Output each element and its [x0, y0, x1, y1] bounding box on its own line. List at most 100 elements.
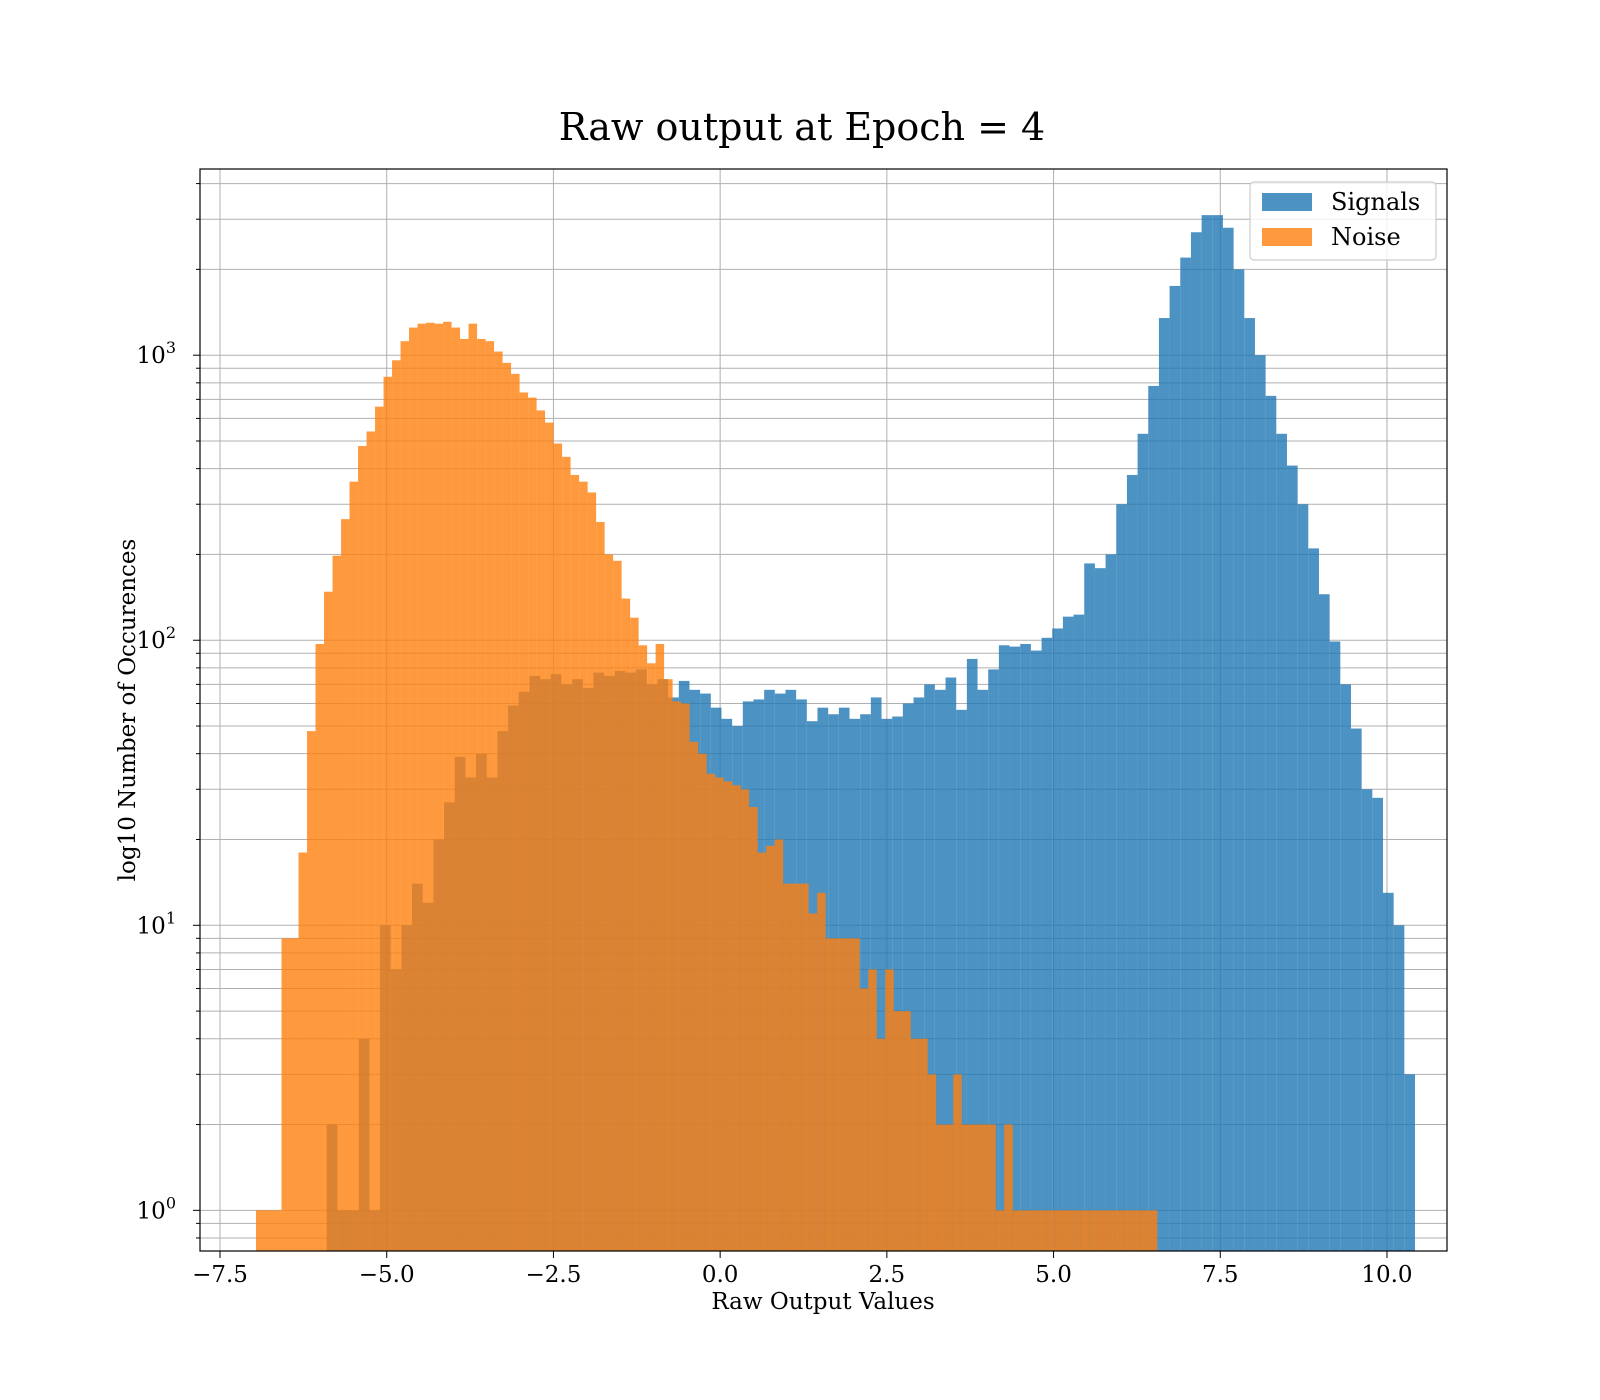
bar-noise — [774, 839, 784, 1251]
bar-noise — [511, 373, 520, 1252]
bar-noise — [1072, 1210, 1081, 1251]
bar-noise — [553, 443, 563, 1251]
bar-noise — [477, 338, 486, 1251]
y-tick-label: 101 — [137, 908, 176, 939]
bar-noise — [392, 360, 401, 1252]
bar-signals — [902, 703, 914, 1251]
bar-signals — [1190, 232, 1202, 1252]
bar-signals — [1340, 684, 1351, 1251]
bar-noise — [366, 431, 376, 1252]
bar-noise — [689, 741, 699, 1251]
bar-noise — [256, 1210, 265, 1251]
bar-noise — [519, 392, 529, 1252]
bar-noise — [800, 883, 809, 1251]
axis-ticks: −7.5 −5.0 −2.5 0.0 2.5 5.0 7.5 10.0 100 101 102 103 — [137, 183, 1413, 1288]
bar-noise — [1012, 1210, 1022, 1251]
bar-noise — [825, 938, 835, 1251]
legend: Signals Noise — [1249, 181, 1437, 261]
bar-signals — [977, 689, 989, 1251]
bar-signals — [1041, 637, 1053, 1251]
x-tick-label: 2.5 — [869, 1262, 906, 1288]
bar-signals — [1318, 594, 1330, 1251]
bar-signals — [1116, 504, 1127, 1251]
bar-noise — [298, 852, 308, 1251]
bar-noise — [927, 1074, 937, 1251]
bar-signals — [924, 684, 935, 1251]
bar-noise — [426, 322, 435, 1252]
bar-noise — [859, 988, 869, 1251]
bar-noise — [817, 892, 826, 1251]
bar-noise — [1131, 1210, 1141, 1251]
bar-noise — [1106, 1210, 1115, 1251]
bar-noise — [332, 555, 342, 1251]
x-tick-label: −5.0 — [359, 1262, 415, 1288]
bar-noise — [681, 703, 690, 1251]
y-tick-label: 103 — [137, 338, 176, 369]
bar-signals — [1233, 269, 1245, 1251]
legend-swatch-noise — [1262, 228, 1312, 246]
bar-noise — [766, 845, 775, 1251]
bar-noise — [545, 422, 554, 1252]
bar-noise — [579, 481, 588, 1251]
bar-signals — [1212, 215, 1223, 1252]
y-axis-label: log10 Number of Occurences — [115, 539, 141, 882]
bar-noise — [740, 789, 750, 1251]
bar-noise — [494, 351, 503, 1251]
bar-signals — [1222, 227, 1234, 1251]
bar-noise — [528, 397, 537, 1251]
bar-signals — [1105, 554, 1117, 1251]
x-tick-label: −7.5 — [192, 1262, 248, 1288]
plot-frame — [199, 168, 1448, 1252]
bar-noise — [502, 362, 512, 1251]
bar-noise — [834, 938, 843, 1251]
bar-noise — [885, 969, 894, 1251]
bar-noise — [536, 410, 546, 1252]
bar-noise — [375, 406, 384, 1251]
bar-noise — [732, 785, 741, 1251]
bar-noise — [987, 1124, 996, 1251]
bar-noise — [638, 645, 648, 1251]
x-tick-label: 0.0 — [702, 1262, 739, 1288]
bar-signals — [860, 714, 871, 1251]
bar-noise — [383, 376, 393, 1251]
series-noise — [256, 321, 1158, 1252]
bar-noise — [723, 781, 733, 1251]
bar-signals — [1254, 355, 1266, 1251]
bar-noise — [749, 807, 758, 1251]
bar-noise — [672, 701, 682, 1251]
bar-noise — [995, 1210, 1005, 1251]
bar-noise — [1148, 1210, 1158, 1251]
bar-signals — [945, 677, 957, 1251]
bar-signals — [1148, 385, 1159, 1252]
bar-signals — [892, 716, 903, 1251]
bar-signals — [1286, 465, 1298, 1251]
bar-signals — [1084, 563, 1095, 1251]
bar-noise — [851, 938, 860, 1251]
bar-signals — [1201, 215, 1213, 1252]
bar-noise — [587, 492, 597, 1251]
bar-noise — [358, 446, 367, 1252]
bar-noise — [706, 773, 716, 1251]
bar-noise — [842, 938, 852, 1251]
x-tick-label: 5.0 — [1035, 1262, 1072, 1288]
bar-signals — [913, 697, 925, 1251]
bar-signals — [998, 645, 1010, 1251]
bar-noise — [944, 1124, 954, 1251]
x-tick-label: 10.0 — [1361, 1262, 1412, 1288]
bar-noise — [1004, 1124, 1013, 1251]
bar-noise — [953, 1074, 962, 1251]
bar-signals — [1169, 285, 1181, 1251]
bar-noise — [290, 938, 299, 1251]
bar-noise — [664, 679, 673, 1251]
bar-noise — [273, 1210, 282, 1251]
bar-signals — [1372, 797, 1383, 1251]
y-tick-label: 102 — [137, 623, 176, 654]
bar-signals — [1361, 789, 1373, 1251]
bar-signals — [1244, 318, 1255, 1251]
bar-noise — [970, 1124, 979, 1251]
bar-noise — [324, 591, 333, 1251]
bar-noise — [783, 883, 792, 1251]
bar-noise — [1029, 1210, 1039, 1251]
bar-signals — [1297, 504, 1309, 1251]
